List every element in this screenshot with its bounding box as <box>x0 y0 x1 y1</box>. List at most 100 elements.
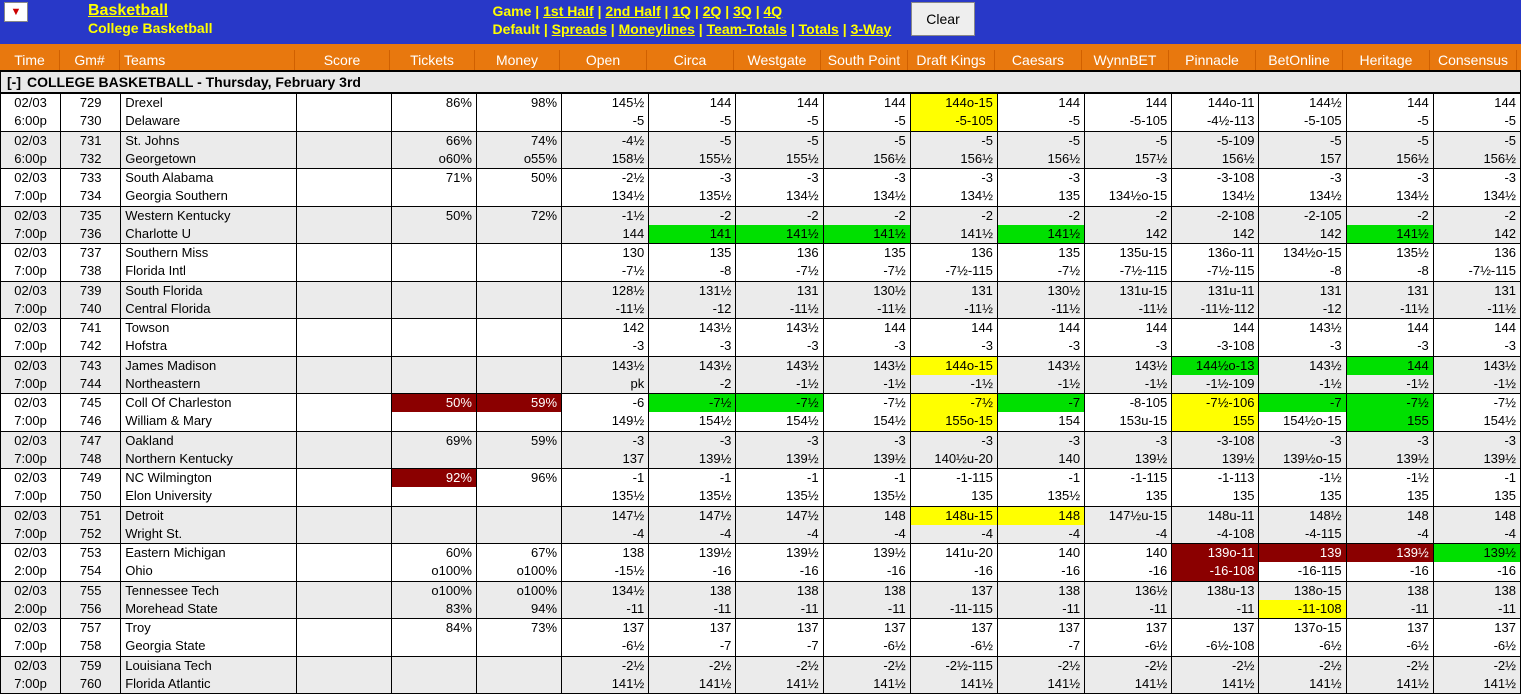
cell-book[interactable]: -1135½ <box>997 469 1084 507</box>
cell-book[interactable]: -3137 <box>562 431 649 469</box>
cell-book[interactable]: 144-3 <box>1346 319 1433 357</box>
cell-book[interactable]: 135-7½ <box>997 244 1084 282</box>
cell-teams[interactable]: South AlabamaGeorgia Southern <box>121 169 296 207</box>
col-pinnacle[interactable]: Pinnacle <box>1169 50 1256 70</box>
cell-teams[interactable]: DetroitWright St. <box>121 506 296 544</box>
cell-book[interactable]: 131-11½ <box>1346 281 1433 319</box>
cell-book[interactable]: -6149½ <box>562 394 649 432</box>
cell-book[interactable]: -7½-106155 <box>1172 394 1259 432</box>
cell-book[interactable]: 136-7½-115 <box>910 244 997 282</box>
cell-teams[interactable]: Tennessee TechMorehead State <box>121 581 296 619</box>
cell-book[interactable]: -1135½ <box>736 469 823 507</box>
cell-book[interactable]: 147½u-15-4 <box>1085 506 1172 544</box>
cell-book[interactable]: -3139½ <box>1433 431 1520 469</box>
nav-link-moneylines[interactable]: Moneylines <box>619 21 695 37</box>
cell-book[interactable]: -7½154½ <box>823 394 910 432</box>
cell-book[interactable]: 147½-4 <box>649 506 736 544</box>
col-westgate[interactable]: Westgate <box>734 50 821 70</box>
section-toggle[interactable]: [-] <box>7 74 21 90</box>
cell-book[interactable]: 144-5 <box>997 94 1084 132</box>
cell-book[interactable]: -2141½ <box>1346 206 1433 244</box>
nav-link-3q[interactable]: 3Q <box>733 3 752 19</box>
col-consensus[interactable]: Consensus <box>1430 50 1517 70</box>
col-money[interactable]: Money <box>475 50 560 70</box>
cell-book[interactable]: 143½-1½ <box>1259 356 1346 394</box>
cell-book[interactable]: 137-11-115 <box>910 581 997 619</box>
cell-book[interactable]: -1135½ <box>823 469 910 507</box>
cell-book[interactable]: -3139½ <box>823 431 910 469</box>
cell-book[interactable]: -5155½ <box>736 131 823 169</box>
cell-book[interactable]: 139½-16 <box>823 544 910 582</box>
cell-book[interactable]: -3139½o-15 <box>1259 431 1346 469</box>
cell-book[interactable]: 147½-4 <box>562 506 649 544</box>
nav-link-totals[interactable]: Totals <box>799 21 839 37</box>
cell-book[interactable]: -7½154½ <box>1433 394 1520 432</box>
cell-book[interactable]: 138-11 <box>736 581 823 619</box>
nav-link-3-way[interactable]: 3-Way <box>851 21 892 37</box>
cell-book[interactable]: 144-3 <box>997 319 1084 357</box>
dropdown-toggle[interactable]: ▼ <box>4 2 28 22</box>
cell-book[interactable]: 144-3 <box>1433 319 1520 357</box>
cell-book[interactable]: -3135 <box>997 169 1084 207</box>
cell-book[interactable]: 137o-15-6½ <box>1259 619 1346 657</box>
cell-book[interactable]: 137-6½ <box>1346 619 1433 657</box>
cell-book[interactable]: -5156½ <box>823 131 910 169</box>
cell-book[interactable]: -3134½ <box>736 169 823 207</box>
cell-book[interactable]: 135-8 <box>649 244 736 282</box>
cell-book[interactable]: -3139½ <box>649 431 736 469</box>
cell-book[interactable]: 144o-11-4½-113 <box>1172 94 1259 132</box>
cell-book[interactable]: 138-11 <box>997 581 1084 619</box>
cell-book[interactable]: -3134½ <box>1346 169 1433 207</box>
cell-book[interactable]: -5156½ <box>1346 131 1433 169</box>
col-circa[interactable]: Circa <box>647 50 734 70</box>
title-main[interactable]: Basketball <box>88 2 213 20</box>
cell-book[interactable]: 144-1½ <box>1346 356 1433 394</box>
cell-book[interactable]: -2-105142 <box>1259 206 1346 244</box>
cell-book[interactable]: -1-115135 <box>910 469 997 507</box>
cell-book[interactable]: -7154 <box>997 394 1084 432</box>
cell-book[interactable]: 144-3 <box>823 319 910 357</box>
cell-teams[interactable]: DrexelDelaware <box>121 94 296 132</box>
cell-book[interactable]: -2142 <box>1433 206 1520 244</box>
cell-book[interactable]: -3140 <box>997 431 1084 469</box>
cell-book[interactable]: -3134½ <box>823 169 910 207</box>
clear-button[interactable]: Clear <box>911 2 974 36</box>
cell-book[interactable]: 142-3 <box>562 319 649 357</box>
cell-book[interactable]: 136½-11 <box>1085 581 1172 619</box>
cell-book[interactable]: -2½141½ <box>997 656 1084 694</box>
col-open[interactable]: Open <box>560 50 647 70</box>
nav-link-2nd-half[interactable]: 2nd Half <box>605 3 660 19</box>
cell-book[interactable]: 137-7 <box>997 619 1084 657</box>
cell-book[interactable]: 148-4 <box>1346 506 1433 544</box>
col-draft-kings[interactable]: Draft Kings <box>908 50 995 70</box>
cell-book[interactable]: -5156½ <box>910 131 997 169</box>
col-score[interactable]: Score <box>295 50 390 70</box>
cell-book[interactable]: -2141 <box>649 206 736 244</box>
cell-book[interactable]: -7½154½ <box>649 394 736 432</box>
cell-book[interactable]: -2½141½ <box>823 656 910 694</box>
cell-book[interactable]: 144-5 <box>736 94 823 132</box>
cell-book[interactable]: 144-5 <box>649 94 736 132</box>
cell-book[interactable]: -5156½ <box>1433 131 1520 169</box>
cell-book[interactable]: -1135½ <box>562 469 649 507</box>
cell-book[interactable]: -2½141½ <box>1346 656 1433 694</box>
col-south-point[interactable]: South Point <box>821 50 908 70</box>
cell-book[interactable]: -3-108139½ <box>1172 431 1259 469</box>
cell-book[interactable]: -3139½ <box>1346 431 1433 469</box>
cell-book[interactable]: -2142 <box>1085 206 1172 244</box>
cell-book[interactable]: 143½-3 <box>649 319 736 357</box>
cell-book[interactable]: 135½-8 <box>1346 244 1433 282</box>
col-gm[interactable]: Gm# <box>60 50 120 70</box>
cell-book[interactable]: 140-16 <box>1085 544 1172 582</box>
nav-link-game[interactable]: Game <box>493 3 532 19</box>
cell-book[interactable]: -2½141½ <box>1259 656 1346 694</box>
cell-book[interactable]: -7½155 <box>1346 394 1433 432</box>
cell-book[interactable]: -2½-115141½ <box>910 656 997 694</box>
cell-book[interactable]: 144-5 <box>1433 94 1520 132</box>
cell-book[interactable]: -2½141½ <box>1172 656 1259 694</box>
cell-book[interactable]: 136o-11-7½-115 <box>1172 244 1259 282</box>
col-betonline[interactable]: BetOnline <box>1256 50 1343 70</box>
cell-book[interactable]: 147½-4 <box>736 506 823 544</box>
col-wynnbet[interactable]: WynnBET <box>1082 50 1169 70</box>
col-heritage[interactable]: Heritage <box>1343 50 1430 70</box>
